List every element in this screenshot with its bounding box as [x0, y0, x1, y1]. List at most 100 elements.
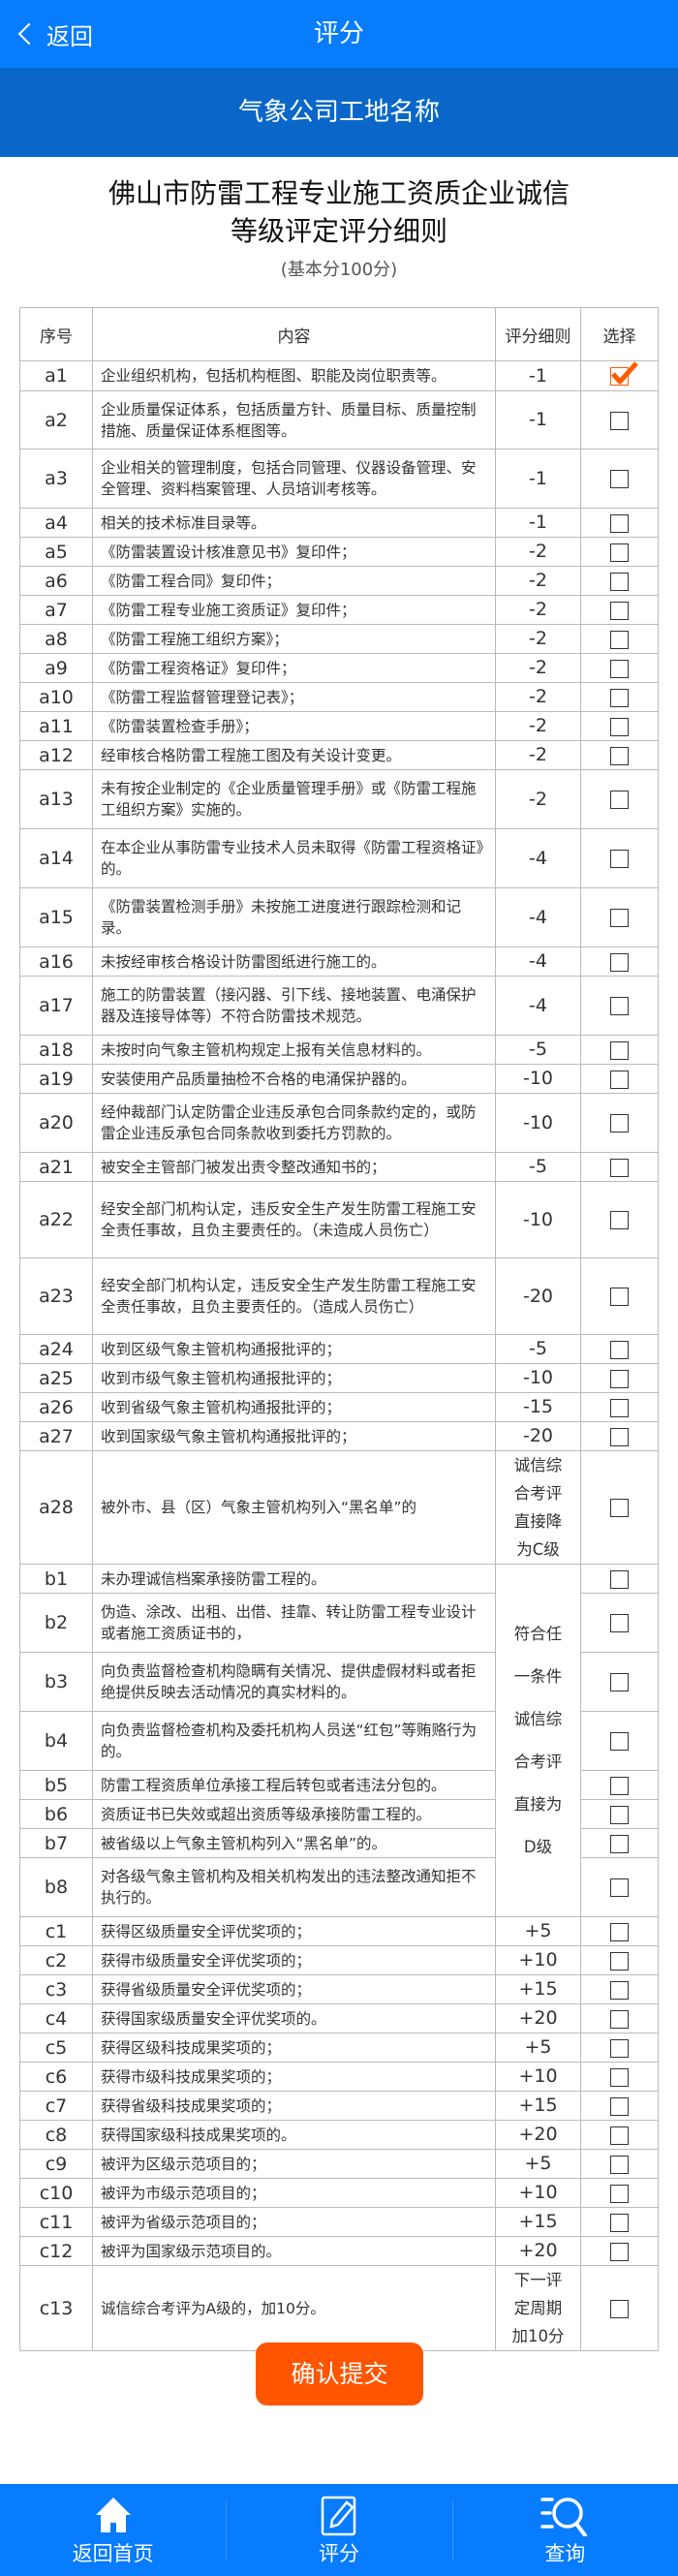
table-row: c13 诚信综合考评为A级的，加10分。 下一评定周期加10分 [19, 2265, 659, 2351]
checkbox[interactable] [610, 1114, 629, 1133]
row-select-cell [580, 1945, 659, 1975]
row-content: 向负责监督检查机构隐瞒有关情况、提供虚假材料或者拒绝提供反映去活动情况的真实材料… [92, 1652, 496, 1712]
row-content: 被评为省级示范项目的； [92, 2207, 496, 2237]
row-id: c12 [19, 2236, 93, 2266]
row-content: 企业质量保证体系，包括质量方针、质量目标、质量控制措施、质量保证体系框图等。 [92, 390, 496, 450]
table-row: a21 被安全主管部门被发出责令整改通知书的； -5 [19, 1152, 659, 1182]
row-content: 获得国家级质量安全评优奖项的。 [92, 2003, 496, 2033]
checkbox[interactable] [610, 717, 629, 736]
row-select-cell [580, 2178, 659, 2208]
checkbox[interactable] [610, 659, 629, 678]
document-subtitle: (基本分100分) [280, 260, 398, 280]
checkbox[interactable] [610, 850, 629, 868]
checkbox[interactable] [610, 1499, 629, 1517]
checkbox[interactable] [610, 513, 629, 533]
checkbox[interactable] [610, 2184, 629, 2203]
row-content: 获得省级质量安全评优奖项的； [92, 1974, 496, 2004]
checkbox[interactable] [610, 1427, 629, 1446]
row-id: b7 [19, 1828, 93, 1858]
confirm-submit-button[interactable]: 确认提交 [256, 2343, 423, 2405]
row-content: 获得区级质量安全评优奖项的； [92, 1916, 496, 1946]
row-select-cell [580, 624, 659, 654]
checkbox[interactable] [610, 2242, 629, 2261]
checkbox[interactable] [610, 1398, 629, 1417]
tab-score[interactable]: 评分 [226, 2484, 451, 2576]
row-select-cell [580, 2265, 659, 2351]
checkbox[interactable] [610, 1878, 629, 1897]
checkbox[interactable] [610, 1673, 629, 1691]
checkbox[interactable] [610, 2067, 629, 2087]
checkbox[interactable] [610, 1340, 629, 1359]
table-row: a23 经安全部门机构认定，违反安全生产发生防雷工程施工安全责任事故，且负主要责任… [19, 1257, 659, 1335]
checkbox[interactable] [610, 2155, 629, 2174]
checkbox[interactable] [610, 1922, 629, 1941]
checkbox[interactable] [610, 470, 629, 488]
checkbox[interactable] [610, 1732, 629, 1751]
checkbox[interactable] [610, 1288, 629, 1306]
checkbox[interactable] [610, 2126, 629, 2145]
checkbox[interactable] [610, 1211, 629, 1229]
tab-search[interactable]: 查询 [451, 2484, 678, 2576]
checkbox[interactable] [610, 2096, 629, 2116]
checkbox[interactable] [610, 411, 629, 430]
tab-home[interactable]: 返回首页 [0, 2484, 226, 2576]
checkbox[interactable] [610, 952, 629, 972]
checkbox[interactable] [610, 791, 629, 809]
checkbox[interactable] [610, 1369, 629, 1388]
checkbox[interactable] [610, 2213, 629, 2232]
row-id: a24 [19, 1334, 93, 1364]
checkbox-checked[interactable] [610, 361, 638, 386]
checkbox[interactable] [610, 1951, 629, 1971]
checkbox[interactable] [610, 630, 629, 649]
checkbox[interactable] [610, 1569, 629, 1589]
row-score: 符合任一条件诚信综合考评直接为D级 [495, 1564, 581, 1917]
table-row: a12 经审核合格防雷工程施工图及有关设计变更。 -2 [19, 740, 659, 770]
table-row: a10 《防雷工程监督管理登记表》； -2 [19, 682, 659, 712]
checkbox[interactable] [610, 1158, 629, 1177]
row-score: -5 [495, 1152, 581, 1182]
checkbox[interactable] [610, 997, 629, 1015]
table-row: a27 收到国家级气象主管机构通报批评的； -20 [19, 1421, 659, 1451]
checkbox[interactable] [610, 543, 629, 562]
checkbox[interactable] [610, 1070, 629, 1089]
row-select-cell [580, 682, 659, 712]
table-row: a16 未按经审核合格设计防雷图纸进行施工的。 -4 [19, 947, 659, 977]
row-select-cell [580, 1181, 659, 1258]
checkbox[interactable] [610, 572, 629, 591]
table-row: a20 经仲裁部门认定防雷企业违反承包合同条款约定的，或防雷企业违反承包合同条款收… [19, 1093, 659, 1153]
checkbox[interactable] [610, 1040, 629, 1060]
checkbox[interactable] [610, 601, 629, 620]
checkbox[interactable] [610, 2038, 629, 2058]
row-score: -2 [495, 653, 581, 683]
row-score: -10 [495, 1181, 581, 1258]
checkbox[interactable] [610, 688, 629, 707]
table-row: a28 被外市、县（区）气象主管机构列入“黑名单”的 诚信综合考评直接降为C级 [19, 1450, 659, 1565]
row-id: a17 [19, 976, 93, 1036]
checkbox[interactable] [610, 1980, 629, 2000]
row-score: -4 [495, 947, 581, 977]
row-content: 企业相关的管理制度，包括合同管理、仪器设备管理、安全管理、资料档案管理、人员培训… [92, 449, 496, 509]
row-score: +5 [495, 2033, 581, 2063]
table-row: a14 在本企业从事防雷专业技术人员未取得《防雷工程资格证》的。 -4 [19, 828, 659, 888]
checkbox[interactable] [610, 909, 629, 927]
checkbox[interactable] [610, 2009, 629, 2029]
row-id: a27 [19, 1421, 93, 1451]
table-row: c7 获得省级科技成果奖项的； +15 [19, 2091, 659, 2121]
table-row: a17 施工的防雷装置（接闪器、引下线、接地装置、电涌保护器及连接导体等）不符合防… [19, 976, 659, 1036]
table-row: a8 《防雷工程施工组织方案》； -2 [19, 624, 659, 654]
table-row: a26 收到省级气象主管机构通报批评的； -15 [19, 1392, 659, 1422]
row-id: c1 [19, 1916, 93, 1946]
checkbox[interactable] [610, 1834, 629, 1853]
checkbox[interactable] [610, 746, 629, 765]
table-row: b8 对各级气象主管机构及相关机构发出的违法整改通知拒不执行的。 [19, 1857, 659, 1917]
row-select-cell [580, 2236, 659, 2266]
row-id: a8 [19, 624, 93, 654]
row-score: +15 [495, 1974, 581, 2004]
row-select-cell [580, 566, 659, 596]
row-select-cell [580, 1857, 659, 1917]
checkbox[interactable] [610, 2299, 629, 2318]
checkbox[interactable] [610, 1776, 629, 1795]
checkbox[interactable] [610, 1614, 629, 1632]
back-button[interactable]: 返回 [15, 0, 93, 68]
checkbox[interactable] [610, 1805, 629, 1824]
